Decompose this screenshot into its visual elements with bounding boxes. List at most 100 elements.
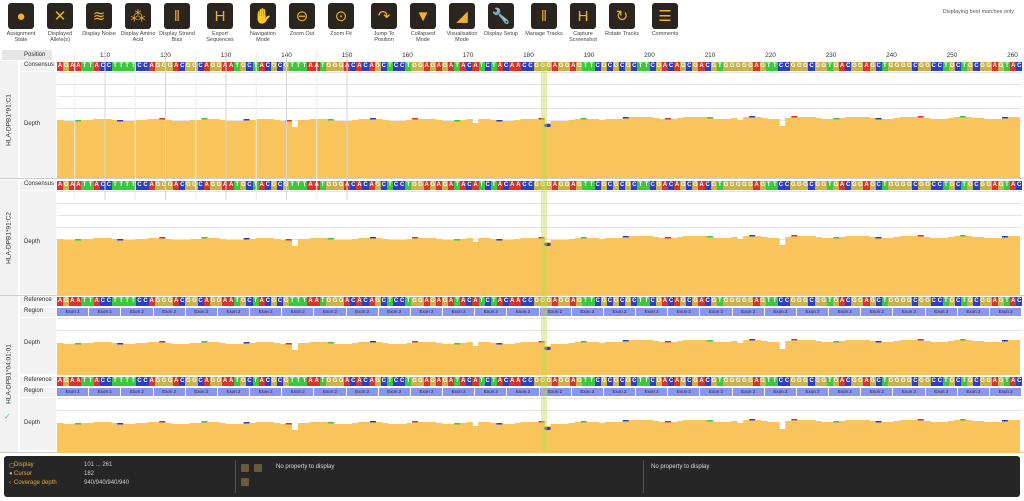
mismatch-mark: [664, 237, 671, 239]
region-exon[interactable]: Exon 2: [443, 308, 476, 316]
region-exon[interactable]: Exon 2: [186, 388, 218, 396]
region-exon[interactable]: Exon 2: [282, 388, 315, 396]
region-exon[interactable]: Exon 2: [475, 308, 508, 316]
region-exon[interactable]: Exon 2: [540, 308, 572, 316]
region-exon[interactable]: Exon 2: [604, 388, 637, 396]
base-C: C: [527, 377, 534, 386]
region-exon[interactable]: Exon 2: [668, 308, 701, 316]
region-exon[interactable]: Exon 2: [57, 388, 90, 396]
region-exon[interactable]: Exon 2: [411, 388, 444, 396]
toolbar-button-zoom-fit[interactable]: ⊙ Zoom Fit: [322, 3, 360, 46]
base-C: C: [594, 181, 601, 190]
depth-bar: [682, 236, 690, 295]
region-exon[interactable]: Exon 2: [797, 388, 830, 396]
region-exon[interactable]: Exon 2: [958, 388, 990, 396]
region-exon[interactable]: Exon 2: [572, 308, 604, 316]
region-exon[interactable]: Exon 2: [411, 308, 444, 316]
region-exon[interactable]: Exon 2: [121, 308, 154, 316]
region-exon[interactable]: Exon 2: [604, 308, 637, 316]
tracks-icon: ‖: [531, 3, 557, 29]
region-exon[interactable]: Exon 2: [797, 308, 830, 316]
toolbar-button-displayed-allele-s-[interactable]: ✕ Displayed Allele(s): [41, 3, 79, 46]
toolbar-button-assignment-state[interactable]: ● Assignment State: [2, 3, 40, 46]
base-T: T: [826, 62, 833, 71]
region-exon[interactable]: Exon 2: [186, 308, 218, 316]
toolbar-button-display-setup[interactable]: 🔧 Display Setup: [482, 3, 520, 46]
region-exon[interactable]: Exon 2: [572, 388, 604, 396]
toolbar-button-comments[interactable]: ☰ Comments: [646, 3, 684, 46]
depth-chart: [57, 339, 1021, 375]
region-exon[interactable]: Exon 2: [121, 388, 154, 396]
region-exon[interactable]: Exon 2: [926, 388, 958, 396]
depth-bar: [797, 420, 804, 453]
export-button[interactable]: [254, 464, 262, 472]
toolbar-button-manage-tracks[interactable]: ‖ Manage Tracks: [525, 3, 563, 46]
region-exon[interactable]: Exon 2: [250, 388, 283, 396]
region-exon[interactable]: Exon 2: [314, 308, 347, 316]
region-exon[interactable]: Exon 2: [829, 388, 862, 396]
paste-button[interactable]: [241, 478, 249, 486]
region-exon[interactable]: Exon 2: [89, 388, 122, 396]
region-exon[interactable]: Exon 2: [636, 308, 669, 316]
region-exon[interactable]: Exon 2: [700, 388, 733, 396]
toolbar-button-visualisation-mode[interactable]: ◢ Visualisation Mode: [443, 3, 481, 46]
region-exon[interactable]: Exon 2: [700, 308, 733, 316]
depth-bar: [388, 240, 395, 295]
region-exon[interactable]: Exon 2: [861, 388, 894, 396]
region-exon[interactable]: Exon 2: [154, 388, 186, 396]
base-T: T: [301, 297, 308, 306]
toolbar-button-jump-to-position[interactable]: ↷ Jump To Position: [365, 3, 403, 46]
base-G: G: [735, 62, 742, 71]
region-exon[interactable]: Exon 2: [379, 308, 411, 316]
toolbar-button-capture-screenshot[interactable]: H Capture Screenshot: [564, 3, 602, 46]
depth-bar: [75, 424, 82, 453]
region-exon[interactable]: Exon 2: [733, 388, 765, 396]
region-exon[interactable]: Exon 2: [958, 308, 990, 316]
region-exon[interactable]: Exon 2: [507, 308, 540, 316]
region-exon[interactable]: Exon 2: [765, 308, 797, 316]
mismatch-mark: [959, 339, 966, 341]
toolbar-button-collapsed-mode[interactable]: ▼ Collapsed Mode: [404, 3, 442, 46]
region-exon[interactable]: Exon 2: [733, 308, 765, 316]
region-exon[interactable]: Exon 2: [861, 308, 894, 316]
region-exon[interactable]: Exon 2: [250, 308, 283, 316]
copy-button[interactable]: [241, 464, 249, 472]
depth-bar: [135, 423, 142, 453]
region-exon[interactable]: Exon 2: [990, 388, 1023, 396]
toolbar-button-rotate-tracks[interactable]: ↻ Rotate Tracks: [603, 3, 641, 46]
region-exon[interactable]: Exon 2: [990, 308, 1023, 316]
region-exon[interactable]: Exon 2: [636, 388, 669, 396]
toolbar-button-navigation-mode[interactable]: ✋ Navigation Mode: [244, 3, 282, 46]
region-exon[interactable]: Exon 2: [893, 388, 926, 396]
depth-bar: [568, 239, 576, 295]
region-exon[interactable]: Exon 2: [282, 308, 315, 316]
toolbar-button-display-amino-acid[interactable]: ⁂ Display Amino Acid: [119, 3, 157, 46]
region-exon[interactable]: Exon 2: [765, 388, 797, 396]
display-value: 101 ... 261: [84, 462, 113, 468]
toolbar-button-export-sequences[interactable]: H Export Sequences: [201, 3, 239, 46]
region-exon[interactable]: Exon 2: [475, 388, 508, 396]
region-exon[interactable]: Exon 2: [540, 388, 572, 396]
base-A: A: [203, 181, 210, 190]
region-exon[interactable]: Exon 2: [218, 388, 251, 396]
region-exon[interactable]: Exon 2: [347, 388, 379, 396]
region-exon[interactable]: Exon 2: [379, 388, 411, 396]
base-A: A: [423, 181, 430, 190]
region-exon[interactable]: Exon 2: [154, 308, 186, 316]
toolbar-button-display-noise[interactable]: ≋ Display Noise: [80, 3, 118, 46]
region-exon[interactable]: Exon 2: [668, 388, 701, 396]
base-A: A: [228, 62, 235, 71]
region-exon[interactable]: Exon 2: [507, 388, 540, 396]
region-exon[interactable]: Exon 2: [893, 308, 926, 316]
region-exon[interactable]: Exon 2: [89, 308, 122, 316]
region-exon[interactable]: Exon 2: [829, 308, 862, 316]
toolbar-button-zoom-out[interactable]: ⊖ Zoom Out: [283, 3, 321, 46]
region-exon[interactable]: Exon 2: [443, 388, 476, 396]
region-exon[interactable]: Exon 2: [314, 388, 347, 396]
region-exon[interactable]: Exon 2: [218, 308, 251, 316]
region-exon[interactable]: Exon 2: [347, 308, 379, 316]
region-exon[interactable]: Exon 2: [57, 308, 90, 316]
region-exon[interactable]: Exon 2: [926, 308, 958, 316]
toolbar-button-display-strand-bias[interactable]: ‖ Display Strand Bias: [158, 3, 196, 46]
